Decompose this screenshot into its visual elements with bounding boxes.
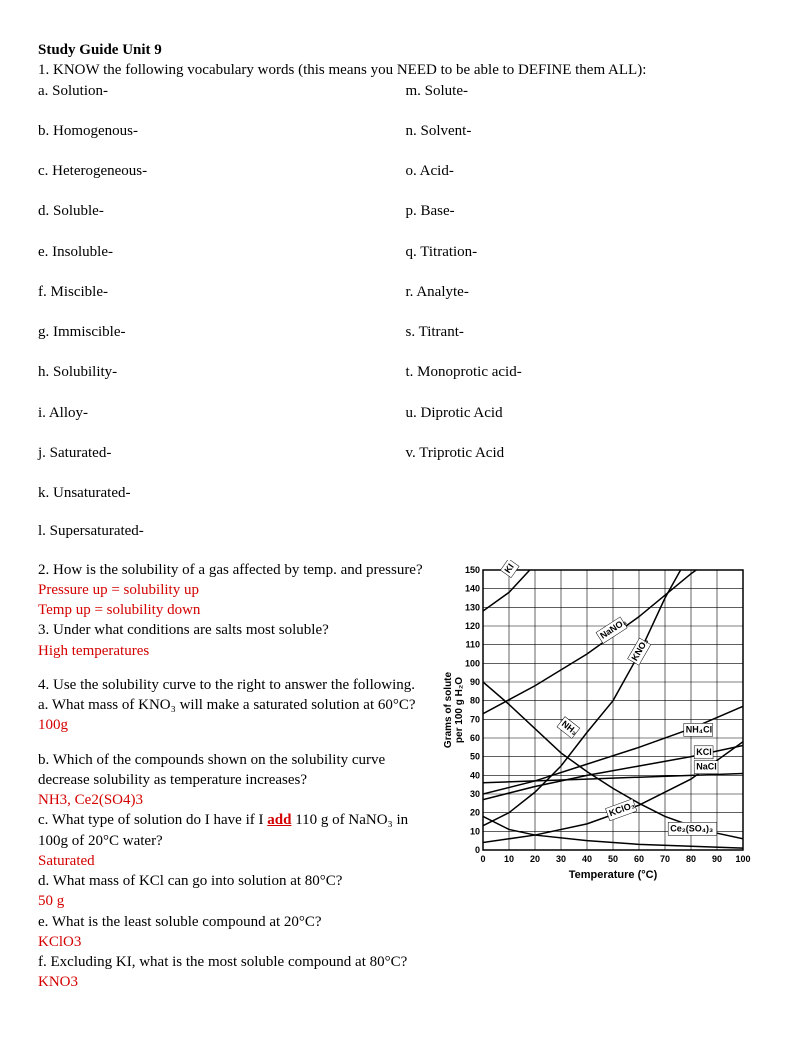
svg-text:100: 100 (735, 854, 750, 864)
vocab-item: r. Analyte- (406, 282, 754, 302)
vocab-item: p. Base- (406, 201, 754, 221)
page-title: Study Guide Unit 9 (38, 40, 753, 60)
svg-text:Temperature (°C): Temperature (°C) (569, 869, 658, 881)
svg-text:60: 60 (634, 854, 644, 864)
svg-text:70: 70 (660, 854, 670, 864)
q4c-bold: add (267, 812, 291, 828)
q2-ans2: Temp up = solubility down (38, 600, 423, 620)
svg-text:40: 40 (582, 854, 592, 864)
vocab-item: k. Unsaturated- (38, 483, 386, 503)
svg-text:80: 80 (686, 854, 696, 864)
chart-svg: 0 10 20 30 40 50 60 70 80 90 100 110 120 130 140 150 0 10… (433, 560, 753, 900)
q4b-ans: NH3, Ce2(SO4)3 (38, 790, 423, 810)
q4f-ans: KNO3 (38, 972, 423, 992)
vocab-item: f. Miscible- (38, 282, 386, 302)
svg-text:60: 60 (470, 733, 480, 743)
vocab-item: h. Solubility- (38, 362, 386, 382)
svg-text:100: 100 (465, 658, 480, 668)
svg-text:30: 30 (556, 854, 566, 864)
vocab-item: c. Heterogeneous- (38, 161, 386, 181)
vocab-item: u. Diprotic Acid (406, 403, 754, 423)
svg-text:KCl: KCl (696, 746, 712, 756)
q4d-text: d. What mass of KCl can go into solution… (38, 871, 423, 891)
svg-text:90: 90 (712, 854, 722, 864)
vocab-item: l. Supersaturated- (38, 521, 386, 541)
q4c: c. What type of solution do I have if I … (38, 810, 423, 851)
solubility-chart: 0 10 20 30 40 50 60 70 80 90 100 110 120 130 140 150 0 10… (433, 560, 753, 900)
q4b-text: b. Which of the compounds shown on the s… (38, 750, 423, 791)
vocab-item: o. Acid- (406, 161, 754, 181)
vocab-item: s. Titrant- (406, 322, 754, 342)
svg-text:150: 150 (465, 565, 480, 575)
vocab-item: a. Solution- (38, 81, 386, 101)
svg-text:0: 0 (475, 845, 480, 855)
svg-text:Grams of soluteper 100 g H₂O: Grams of soluteper 100 g H₂O (443, 671, 465, 748)
svg-text:50: 50 (470, 751, 480, 761)
q3-text: 3. Under what conditions are salts most … (38, 620, 423, 640)
svg-text:20: 20 (470, 807, 480, 817)
vocab-right-col: m. Solute-n. Solvent-o. Acid-p. Base-q. … (406, 81, 754, 560)
svg-text:0: 0 (480, 854, 485, 864)
svg-text:50: 50 (608, 854, 618, 864)
q3-ans: High temperatures (38, 641, 423, 661)
vocab-item: i. Alloy- (38, 403, 386, 423)
svg-text:NH₄Cl: NH₄Cl (686, 724, 712, 734)
vocab-item: b. Homogenous- (38, 121, 386, 141)
vocab-columns: a. Solution-b. Homogenous-c. Heterogeneo… (38, 81, 753, 560)
svg-text:80: 80 (470, 695, 480, 705)
vocab-item: v. Triprotic Acid (406, 443, 754, 463)
svg-text:NaCl: NaCl (696, 761, 717, 771)
q4c-pre: c. What type of solution do I have if I (38, 812, 267, 828)
vocab-item: n. Solvent- (406, 121, 754, 141)
lower-section: 2. How is the solubility of a gas affect… (38, 560, 753, 1007)
vocab-item: g. Immiscible- (38, 322, 386, 342)
q4c-ans: Saturated (38, 851, 423, 871)
q4e-text: e. What is the least soluble compound at… (38, 912, 423, 932)
svg-text:130: 130 (465, 602, 480, 612)
svg-text:10: 10 (504, 854, 514, 864)
vocab-item: e. Insoluble- (38, 242, 386, 262)
svg-text:20: 20 (530, 854, 540, 864)
q4a-ans: 100g (38, 717, 68, 733)
svg-text:110: 110 (465, 639, 480, 649)
vocab-item: t. Monoprotic acid- (406, 362, 754, 382)
svg-text:120: 120 (465, 621, 480, 631)
vocab-item: q. Titration- (406, 242, 754, 262)
q4d-ans: 50 g (38, 891, 423, 911)
vocab-item: d. Soluble- (38, 201, 386, 221)
questions-column: 2. How is the solubility of a gas affect… (38, 560, 423, 1007)
svg-text:Ce₂(SO₄)₃: Ce₂(SO₄)₃ (670, 823, 713, 833)
svg-text:90: 90 (470, 677, 480, 687)
vocab-item: m. Solute- (406, 81, 754, 101)
svg-text:40: 40 (470, 770, 480, 780)
svg-text:70: 70 (470, 714, 480, 724)
q4e-ans: KClO3 (38, 932, 423, 952)
q4f-text: f. Excluding KI, what is the most solubl… (38, 952, 423, 972)
q4-text: 4. Use the solubility curve to the right… (38, 675, 423, 695)
q1-intro: 1. KNOW the following vocabulary words (… (38, 60, 753, 80)
vocab-item: j. Saturated- (38, 443, 386, 463)
svg-text:140: 140 (465, 583, 480, 593)
svg-text:30: 30 (470, 789, 480, 799)
q2-ans1: Pressure up = solubility up (38, 580, 423, 600)
vocab-left-col: a. Solution-b. Homogenous-c. Heterogeneo… (38, 81, 386, 560)
q2-text: 2. How is the solubility of a gas affect… (38, 560, 423, 580)
q4a: a. What mass of KNO₃ will make a saturat… (38, 695, 423, 736)
q4a-text: a. What mass of KNO₃ will make a saturat… (38, 697, 416, 713)
svg-text:10: 10 (470, 826, 480, 836)
